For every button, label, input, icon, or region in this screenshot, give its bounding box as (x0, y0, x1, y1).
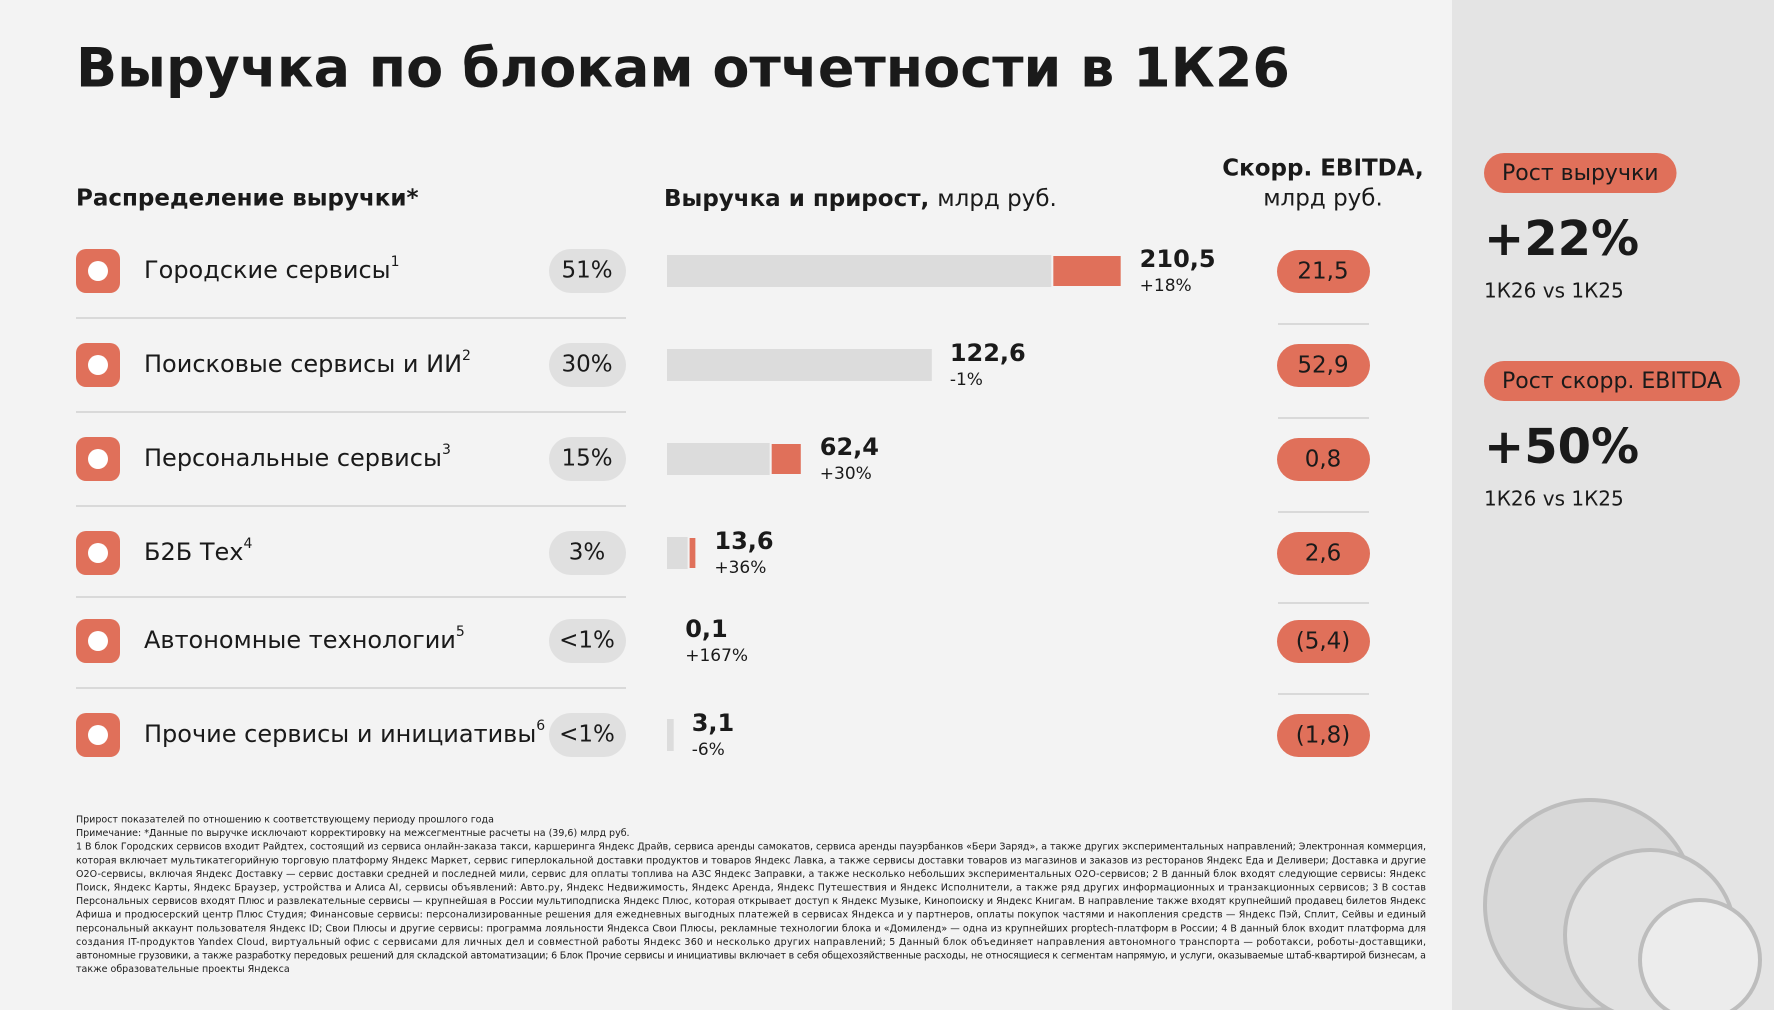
share: 15% (561, 446, 612, 472)
segment-name: Персональные сервисы3 (144, 442, 451, 472)
share: 51% (561, 258, 612, 284)
side-pill-text: Рост скорр. EBITDA (1502, 369, 1722, 394)
ebitda: (1,8) (1296, 723, 1351, 749)
side-pill (1484, 361, 1740, 401)
share-pill (549, 437, 626, 481)
icon-glyph (88, 261, 108, 281)
share: <1% (559, 628, 615, 654)
segment-name: Автономные технологии5 (144, 624, 465, 654)
share-pill (549, 619, 626, 663)
footnote-ref: 3 (442, 442, 451, 458)
coins (1483, 798, 1762, 1010)
ebitda: (5,4) (1296, 629, 1351, 655)
header: Выручка и прирост, (664, 186, 929, 212)
footnote: 1 В блок Городских сервисов входит Райдт… (76, 842, 1426, 853)
share-pill (549, 713, 626, 757)
title: Выручка по блокам отчетности в 1К26 (76, 37, 1290, 100)
footnote-ref: 4 (243, 536, 252, 552)
growth-bar (769, 442, 803, 476)
segment-name: Б2Б Тех (144, 538, 243, 566)
ebitda-pill (1277, 438, 1370, 481)
footnote-ref: 5 (456, 624, 465, 640)
footnote: Афиша и продюсерский центр Плюс Студия; … (76, 910, 1426, 921)
revenue-label: 3,1 (692, 709, 735, 737)
segment-name: Прочие сервисы и инициативы6 (144, 718, 545, 748)
share-pill (549, 343, 626, 387)
icon-glyph (88, 449, 108, 469)
share-pill (549, 249, 626, 293)
footnote: Поиск, Яндекс Карты, Яндекс Браузер, уст… (76, 883, 1426, 894)
segment-name: Поисковые сервисы и ИИ (144, 350, 462, 378)
icon-glyph (88, 725, 108, 745)
ebitda: 0,8 (1305, 447, 1342, 473)
footnote: Прирост показателей по отношению к соотв… (76, 815, 494, 826)
ebitda: 21,5 (1297, 259, 1348, 285)
side-value: +50% (1484, 419, 1639, 475)
growth-label: +36% (714, 558, 766, 578)
side-value: +22% (1484, 211, 1639, 267)
segment-name: Автономные технологии (144, 626, 456, 654)
footnote: автономные грузовики, а также разработку… (76, 951, 1426, 962)
revenue-bar (667, 719, 674, 751)
footnote-ref: 6 (536, 718, 545, 734)
header: Выручка и прирост, млрд руб. (664, 186, 1057, 212)
segment-name: Персональные сервисы (144, 444, 442, 472)
ebitda-pill (1277, 250, 1370, 293)
side-caption: 1К26 vs 1К25 (1484, 279, 1624, 303)
header: млрд руб. (1263, 186, 1383, 212)
ebitda-pill (1277, 344, 1370, 387)
side-pill-text: Рост выручки (1502, 161, 1659, 186)
growth-label: +167% (685, 646, 748, 666)
footnote-ref: 2 (462, 348, 471, 364)
ebitda: 2,6 (1305, 541, 1342, 567)
header: Скорр. EBITDA, (1222, 156, 1424, 182)
footnote: которая включает мультикатегорийную торг… (76, 855, 1426, 866)
footnote: создания IT-продуктов Yandex Cloud, вирт… (76, 937, 1426, 948)
growth-label: +30% (820, 464, 872, 484)
revenue-label: 62,4 (820, 433, 879, 461)
revenue-bar (667, 255, 1122, 287)
revenue-bar (667, 349, 932, 381)
revenue-label: 210,5 (1140, 245, 1216, 273)
share: 30% (561, 352, 612, 378)
ebitda-pill (1277, 532, 1370, 575)
segment-name: Б2Б Тех4 (144, 536, 252, 566)
share: <1% (559, 722, 615, 748)
side-pill (1484, 153, 1677, 193)
footnote: также образовательные проекты Яндекса (76, 964, 290, 975)
footnote-ref: 1 (391, 254, 400, 270)
growth-label: +18% (1140, 276, 1192, 296)
growth-label: -6% (692, 740, 725, 760)
header: Распределение выручки* (76, 186, 419, 212)
segment-name: Городские сервисы (144, 256, 391, 284)
ebitda-pill (1277, 714, 1370, 757)
segment-name: Прочие сервисы и инициативы (144, 720, 536, 748)
segment-name: Поисковые сервисы и ИИ2 (144, 348, 471, 378)
side-caption: 1К26 vs 1К25 (1484, 487, 1624, 511)
footnote: O2O-сервисы, включая Яндекс Доставку — с… (76, 869, 1426, 880)
footnote: персональный аккаунт пользователя Яндекс… (76, 923, 1426, 934)
footnote: Персональных сервисов входят Плюс и разв… (76, 896, 1426, 907)
revenue-label: 0,1 (685, 615, 728, 643)
icon-glyph (88, 355, 108, 375)
share: 3% (569, 540, 606, 566)
footnote: Примечание: *Данные по выручке исключают… (76, 828, 630, 839)
growth-bar (687, 536, 698, 570)
ebitda-pill (1277, 620, 1370, 663)
header: млрд руб. (937, 186, 1057, 212)
growth-label: -1% (950, 370, 983, 390)
revenue-label: 13,6 (714, 527, 773, 555)
icon-glyph (88, 543, 108, 563)
growth-bar (1051, 254, 1123, 288)
segment-name: Городские сервисы1 (144, 254, 400, 284)
share-pill (549, 531, 626, 575)
revenue-label: 122,6 (950, 339, 1026, 367)
ebitda: 52,9 (1297, 353, 1348, 379)
icon-glyph (88, 631, 108, 651)
